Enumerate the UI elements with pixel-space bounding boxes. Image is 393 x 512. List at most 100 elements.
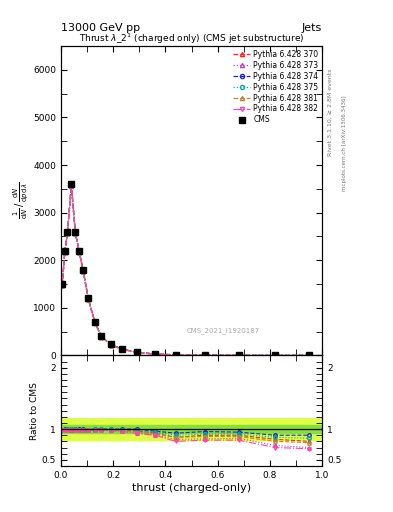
CMS — [307, 352, 312, 358]
Pythia 6.428 374 — [99, 333, 104, 339]
Pythia 6.428 373 — [73, 230, 78, 236]
Pythia 6.428 382 — [174, 352, 178, 358]
Pythia 6.428 374 — [174, 352, 178, 358]
Pythia 6.428 374 — [202, 352, 207, 358]
Pythia 6.428 375 — [62, 248, 67, 254]
CMS — [60, 281, 64, 287]
CMS — [73, 229, 78, 235]
Pythia 6.428 370 — [62, 249, 67, 255]
Pythia 6.428 382 — [236, 352, 241, 358]
Pythia 6.428 382 — [62, 249, 67, 255]
Pythia 6.428 370 — [86, 296, 91, 302]
CMS — [99, 333, 104, 339]
Pythia 6.428 382 — [65, 230, 70, 236]
Pythia 6.428 373 — [174, 352, 178, 358]
Pythia 6.428 381 — [65, 230, 70, 236]
CMS — [236, 352, 241, 358]
Pythia 6.428 373 — [152, 351, 157, 357]
Pythia 6.428 375 — [174, 352, 178, 358]
Pythia 6.428 374 — [60, 282, 64, 288]
Pythia 6.428 381 — [108, 342, 113, 348]
Pythia 6.428 374 — [73, 229, 78, 235]
Pythia 6.428 374 — [152, 351, 157, 357]
Pythia 6.428 374 — [236, 352, 241, 358]
Line: Pythia 6.428 373: Pythia 6.428 373 — [60, 183, 311, 357]
Pythia 6.428 375 — [81, 267, 86, 273]
Pythia 6.428 375 — [307, 352, 312, 358]
Pythia 6.428 373 — [65, 230, 70, 236]
Line: Pythia 6.428 375: Pythia 6.428 375 — [60, 183, 311, 357]
Pythia 6.428 375 — [92, 319, 97, 325]
Pythia 6.428 373 — [60, 283, 64, 289]
Pythia 6.428 374 — [92, 319, 97, 325]
Pythia 6.428 381 — [273, 352, 277, 358]
Pythia 6.428 370 — [65, 229, 70, 236]
Title: Thrust $\lambda\_2^1$ (charged only) (CMS jet substructure): Thrust $\lambda\_2^1$ (charged only) (CM… — [79, 32, 304, 46]
Line: Pythia 6.428 374: Pythia 6.428 374 — [60, 182, 311, 357]
CMS — [174, 352, 178, 358]
Pythia 6.428 373 — [69, 182, 74, 188]
Pythia 6.428 373 — [120, 346, 125, 352]
Pythia 6.428 375 — [236, 352, 241, 358]
Pythia 6.428 381 — [307, 352, 312, 358]
Pythia 6.428 382 — [81, 268, 86, 274]
Pythia 6.428 382 — [92, 319, 97, 326]
Pythia 6.428 374 — [273, 352, 277, 358]
Pythia 6.428 375 — [108, 342, 113, 348]
Y-axis label: $\frac{1}{\mathrm{d}N}\,/\,\frac{\mathrm{d}N}{\mathrm{d}p\,\mathrm{d}\lambda}$: $\frac{1}{\mathrm{d}N}\,/\,\frac{\mathrm… — [11, 182, 30, 219]
CMS — [92, 319, 97, 325]
Pythia 6.428 370 — [92, 319, 97, 326]
Pythia 6.428 381 — [152, 351, 157, 357]
Pythia 6.428 375 — [99, 333, 104, 339]
CMS — [273, 352, 277, 358]
Pythia 6.428 373 — [108, 342, 113, 348]
Pythia 6.428 382 — [73, 230, 78, 236]
Pythia 6.428 381 — [62, 249, 67, 255]
Line: CMS: CMS — [59, 181, 312, 358]
Pythia 6.428 382 — [77, 249, 82, 255]
Text: mcplots.cern.ch [arXiv:1306.3436]: mcplots.cern.ch [arXiv:1306.3436] — [342, 96, 347, 191]
Pythia 6.428 375 — [73, 229, 78, 236]
Pythia 6.428 381 — [86, 296, 91, 302]
Pythia 6.428 375 — [86, 296, 91, 302]
Pythia 6.428 382 — [108, 342, 113, 348]
Y-axis label: Ratio to CMS: Ratio to CMS — [30, 382, 39, 440]
Pythia 6.428 382 — [134, 349, 139, 355]
Pythia 6.428 375 — [60, 282, 64, 288]
Pythia 6.428 375 — [134, 349, 139, 355]
CMS — [108, 342, 113, 348]
Pythia 6.428 374 — [307, 352, 312, 358]
Pythia 6.428 381 — [73, 230, 78, 236]
Legend: Pythia 6.428 370, Pythia 6.428 373, Pythia 6.428 374, Pythia 6.428 375, Pythia 6: Pythia 6.428 370, Pythia 6.428 373, Pyth… — [232, 48, 320, 126]
Pythia 6.428 375 — [273, 352, 277, 358]
CMS — [152, 351, 157, 357]
Pythia 6.428 370 — [134, 349, 139, 355]
Pythia 6.428 375 — [120, 346, 125, 352]
Pythia 6.428 374 — [108, 342, 113, 348]
Pythia 6.428 382 — [152, 351, 157, 357]
Pythia 6.428 382 — [60, 282, 64, 288]
CMS — [77, 248, 82, 254]
Pythia 6.428 370 — [120, 346, 125, 352]
Pythia 6.428 373 — [273, 352, 277, 358]
Pythia 6.428 382 — [273, 352, 277, 358]
Pythia 6.428 382 — [99, 334, 104, 340]
Pythia 6.428 370 — [236, 352, 241, 358]
Pythia 6.428 370 — [307, 352, 312, 358]
Pythia 6.428 370 — [77, 249, 82, 255]
CMS — [65, 229, 70, 235]
Pythia 6.428 373 — [236, 352, 241, 358]
Pythia 6.428 381 — [236, 352, 241, 358]
Pythia 6.428 374 — [65, 229, 70, 235]
Pythia 6.428 370 — [69, 182, 74, 188]
Pythia 6.428 381 — [99, 333, 104, 339]
Pythia 6.428 373 — [307, 352, 312, 358]
Text: 13000 GeV pp: 13000 GeV pp — [61, 23, 140, 33]
Pythia 6.428 381 — [60, 282, 64, 288]
Pythia 6.428 370 — [99, 333, 104, 339]
Pythia 6.428 370 — [152, 351, 157, 357]
Pythia 6.428 381 — [81, 268, 86, 274]
Pythia 6.428 375 — [152, 351, 157, 357]
Pythia 6.428 370 — [174, 352, 178, 358]
Pythia 6.428 381 — [202, 352, 207, 358]
